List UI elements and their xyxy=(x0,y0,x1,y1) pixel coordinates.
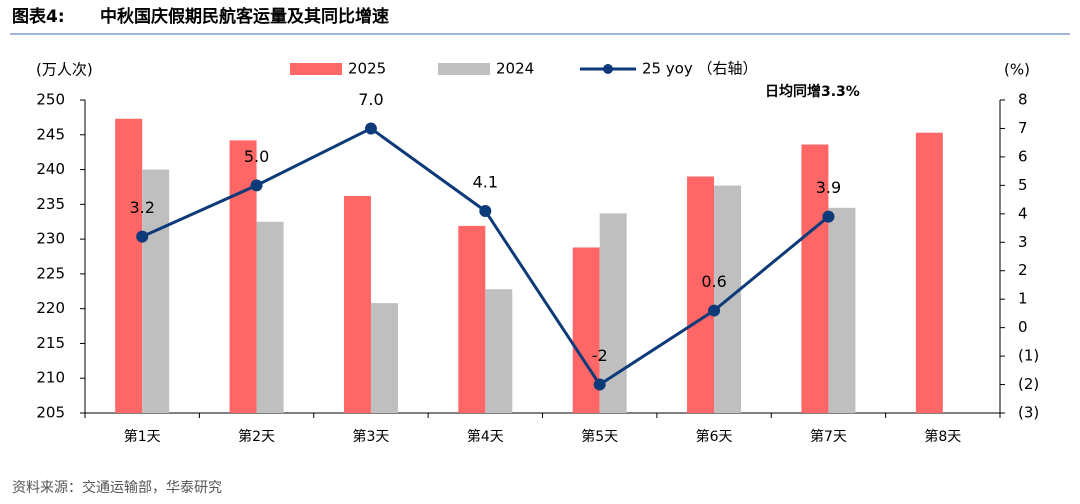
point xyxy=(593,378,606,391)
y-tick-label: 215 xyxy=(36,334,65,352)
bar xyxy=(828,207,856,413)
legend-label: 2024 xyxy=(496,60,534,78)
bar xyxy=(458,225,486,413)
y-tick-label: 220 xyxy=(36,299,65,317)
legend-marker xyxy=(603,64,613,74)
x-tick-label: 第5天 xyxy=(581,428,618,445)
x-tick-label: 第3天 xyxy=(352,428,389,445)
x-tick-label: 第2天 xyxy=(238,428,275,445)
point xyxy=(136,230,149,243)
bar xyxy=(343,195,371,413)
x-tick-label: 第7天 xyxy=(810,428,847,445)
y2-axis-label: (%) xyxy=(1004,61,1030,79)
y2-tick-label: 7 xyxy=(1018,119,1028,137)
legend-label: 2025 xyxy=(348,60,386,78)
legend-swatch xyxy=(438,63,490,75)
data-label: 4.1 xyxy=(473,172,498,191)
y-axis-label: (万人次) xyxy=(36,61,93,79)
bar xyxy=(485,289,513,413)
y2-tick-label: (1) xyxy=(1018,347,1039,365)
y-tick-label: 210 xyxy=(36,369,65,387)
bar xyxy=(115,118,143,413)
legend-label: 25 yoy （右轴） xyxy=(642,60,758,78)
y-tick-label: 205 xyxy=(36,404,65,422)
chart-title: 中秋国庆假期民航客运量及其同比增速 xyxy=(100,6,389,27)
y-tick-label: 250 xyxy=(36,91,65,109)
y2-tick-label: 4 xyxy=(1018,204,1028,222)
y-tick-label: 240 xyxy=(36,160,65,178)
y2-tick-label: (3) xyxy=(1018,404,1039,422)
point xyxy=(250,179,263,192)
point xyxy=(479,204,492,217)
bar xyxy=(599,213,627,413)
x-tick-label: 第1天 xyxy=(124,428,161,445)
bar xyxy=(142,169,170,413)
figure-label: 图表4: xyxy=(12,6,65,27)
point xyxy=(364,122,377,135)
data-label: 5.0 xyxy=(244,147,269,166)
data-label: -2 xyxy=(592,346,608,365)
y2-tick-label: 0 xyxy=(1018,318,1028,336)
data-label: 3.2 xyxy=(129,198,154,217)
bar xyxy=(915,132,943,414)
point xyxy=(822,210,835,223)
point xyxy=(708,304,721,317)
y2-tick-label: 6 xyxy=(1018,147,1028,165)
bar xyxy=(256,221,284,413)
y2-tick-label: 5 xyxy=(1018,176,1028,194)
x-tick-label: 第6天 xyxy=(696,428,733,445)
y-tick-label: 245 xyxy=(36,125,65,143)
y2-tick-label: 8 xyxy=(1018,91,1028,109)
y2-tick-label: 1 xyxy=(1018,290,1028,308)
bar xyxy=(370,303,398,413)
y-tick-label: 230 xyxy=(36,230,65,248)
bar xyxy=(801,144,829,413)
x-tick-label: 第4天 xyxy=(467,428,504,445)
annotation: 日均同增3.3% xyxy=(765,83,860,100)
y-tick-label: 225 xyxy=(36,264,65,282)
y2-tick-label: 2 xyxy=(1018,261,1028,279)
y2-tick-label: 3 xyxy=(1018,233,1028,251)
data-label: 7.0 xyxy=(358,90,383,109)
source: 资料来源：交通运输部，华泰研究 xyxy=(12,479,222,496)
legend-swatch xyxy=(290,63,342,75)
bar xyxy=(687,176,715,413)
y-tick-label: 235 xyxy=(36,195,65,213)
data-label: 0.6 xyxy=(701,272,726,291)
y2-tick-label: (2) xyxy=(1018,375,1039,393)
x-tick-label: 第8天 xyxy=(924,428,961,445)
data-label: 3.9 xyxy=(816,178,841,197)
